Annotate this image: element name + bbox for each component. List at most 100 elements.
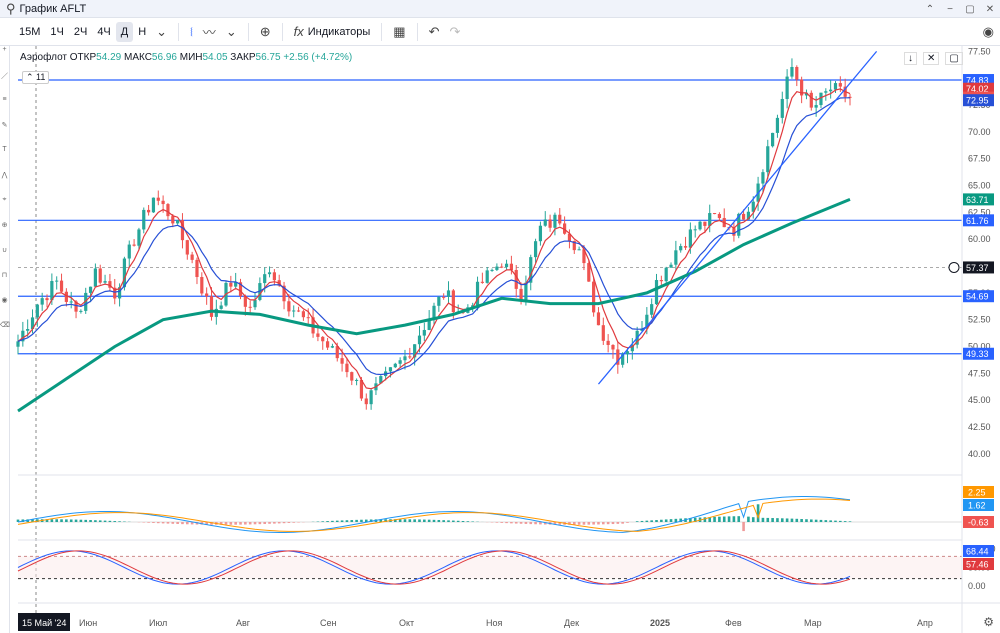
candle-body (50, 281, 54, 301)
chevron-down-icon[interactable]: ⌄ (225, 23, 237, 39)
candle-body (563, 223, 567, 234)
y-tick-label: 42.50 (968, 422, 991, 432)
settings-icon[interactable]: ⚙ (983, 615, 994, 629)
macd-hist-bar (244, 522, 247, 525)
macd-hist-bar (543, 522, 547, 525)
candle-body (732, 228, 736, 236)
candle-body (524, 282, 528, 302)
candle-body (234, 282, 238, 287)
lock-icon[interactable]: ⊓ (1, 272, 8, 279)
candle-body (664, 267, 668, 282)
candle-body (79, 310, 83, 312)
macd-hist-bar (843, 521, 847, 522)
macd-hist-bar (819, 519, 823, 522)
price-label: 74.83 (963, 74, 994, 87)
fib-icon[interactable]: ≡ (2, 96, 7, 103)
candle-body (238, 282, 243, 297)
candle-body (93, 268, 97, 287)
line-chart-icon[interactable]: 〰 (202, 25, 216, 40)
trash-icon[interactable]: ⌫ (0, 322, 10, 329)
candle-body (180, 220, 185, 241)
macd-hist-bar (824, 520, 828, 522)
add-compare-icon[interactable]: ⊕ (259, 23, 271, 39)
macd-hist-bar (790, 518, 794, 522)
candle-body (592, 281, 596, 313)
brush-icon[interactable]: ✎ (1, 122, 8, 129)
candle-body (267, 272, 272, 275)
candle-body (466, 307, 470, 313)
trendline-icon[interactable]: ／ (1, 73, 8, 80)
macd-hist-bar (398, 519, 402, 522)
ruler-icon[interactable]: ⌖ (2, 196, 7, 203)
macd-hist-bar (321, 521, 325, 522)
candle-body (16, 341, 20, 347)
candle-body (40, 298, 44, 305)
chevron-down-icon[interactable]: ⌄ (156, 23, 168, 39)
macd-hist-bar (514, 522, 518, 524)
interval-week[interactable]: Н (138, 25, 147, 38)
interval-2h[interactable]: 2Ч (73, 25, 88, 38)
macd-hist-bar (36, 519, 39, 522)
macd-hist-bar (534, 522, 537, 525)
layouts-icon[interactable]: ▦ (393, 23, 406, 39)
candle-body (224, 282, 228, 306)
macd-hist-bar (437, 519, 441, 522)
collapse-icon[interactable]: ⌃ (925, 3, 935, 15)
candle-body (219, 305, 223, 309)
function-icon: fx (293, 24, 304, 39)
candle-body (74, 301, 78, 312)
y-tick-label: 75.00 (968, 73, 991, 83)
camera-icon[interactable]: ◉ (982, 24, 994, 39)
y-tick-label: 52.50 (968, 315, 991, 325)
close-icon[interactable]: ✕ (985, 3, 995, 15)
price-label: 74.02 (963, 82, 994, 95)
candles-icon[interactable]: ⧙ (190, 23, 193, 39)
interval-1h[interactable]: 1Ч (50, 25, 64, 38)
y-tick-label: 62.50 (968, 207, 991, 217)
y-tick-label: 47.50 (968, 368, 991, 378)
macd-tick: 4.00 (968, 487, 986, 497)
price-label: 49.33 (963, 347, 994, 360)
price-label-bg (963, 74, 994, 87)
candle-body (398, 360, 402, 364)
macd-hist-bar (389, 519, 392, 522)
crosshair-icon[interactable]: + (2, 46, 7, 53)
candle-body (59, 280, 64, 292)
magnet-icon[interactable]: ∪ (1, 247, 8, 254)
macd-hist-bar (229, 522, 233, 525)
candle-body (833, 83, 838, 90)
candle-body (195, 259, 199, 278)
price-label-bg (963, 193, 994, 206)
arrow-down-icon[interactable]: ↓ (904, 52, 917, 65)
interval-4h[interactable]: 4Ч (97, 25, 111, 38)
macd-hist-bar (572, 522, 576, 525)
drawing-toolbar: + ／ ≡ ✎ T ⋀ ⌖ ⊕ ∪ ⊓ ◉ ⌫ (0, 46, 10, 633)
macd-hist-bar (355, 519, 358, 522)
candle-body (403, 356, 407, 361)
restore-icon[interactable]: ▢ (965, 3, 975, 15)
text-icon[interactable]: T (2, 146, 7, 153)
eye-icon[interactable]: ◉ (1, 297, 8, 304)
minimize-icon[interactable]: − (947, 3, 953, 15)
maximize-icon[interactable]: ▢ (945, 52, 963, 65)
candle-body (325, 341, 330, 348)
interval-15m[interactable]: 15М (19, 25, 41, 38)
zoom-icon[interactable]: ⊕ (1, 222, 8, 229)
price-label: 57.37 (963, 261, 994, 274)
candle-body (369, 390, 373, 405)
divider (416, 22, 418, 41)
search-icon[interactable]: ⚲ (6, 0, 16, 16)
macd-hist-bar (761, 517, 765, 522)
close-pane-icon[interactable]: ✕ (923, 52, 940, 65)
interval-day[interactable]: Д (115, 21, 134, 42)
undo-icon[interactable]: ↶ (428, 23, 440, 39)
indicators-collapse[interactable]: ⌃ 11 (22, 71, 50, 84)
macd-hist-bar (510, 522, 513, 524)
candle-body (26, 329, 30, 331)
macd-hist-bar (118, 521, 121, 522)
redo-icon[interactable]: ↷ (449, 23, 461, 39)
y-tick-label: 72.50 (968, 100, 991, 110)
pattern-icon[interactable]: ⋀ (1, 172, 8, 179)
candle-body (161, 200, 165, 205)
indicators-button[interactable]: fx Индикаторы (289, 22, 376, 42)
